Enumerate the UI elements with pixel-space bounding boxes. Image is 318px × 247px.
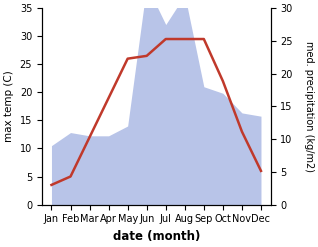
Y-axis label: med. precipitation (kg/m2): med. precipitation (kg/m2) [304, 41, 314, 172]
X-axis label: date (month): date (month) [113, 230, 200, 243]
Y-axis label: max temp (C): max temp (C) [4, 70, 14, 142]
